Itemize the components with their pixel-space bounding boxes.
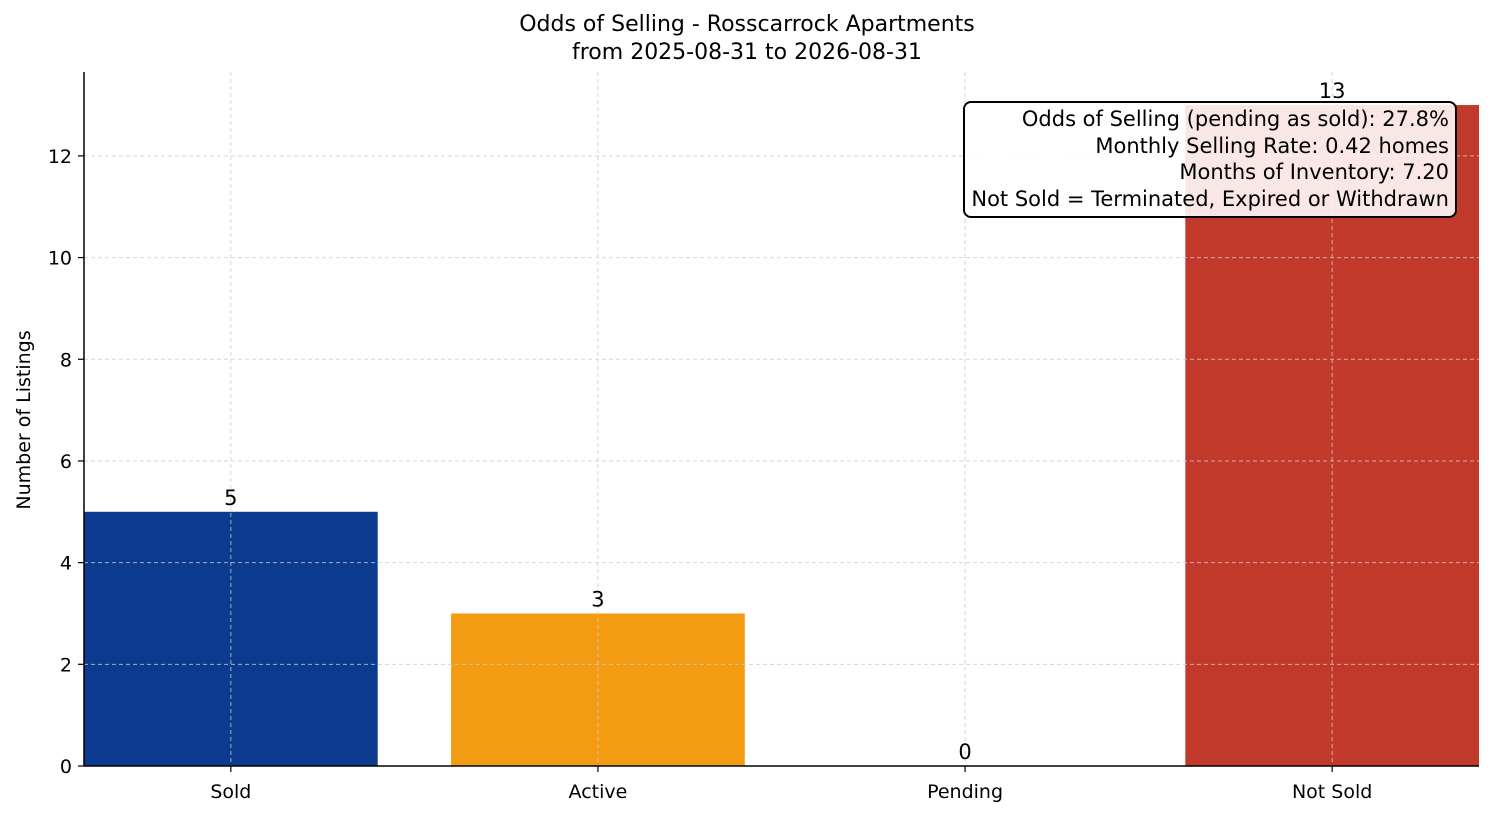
chart-title: Odds of Selling - Rosscarrock Apartments [519,12,975,37]
y-tick-label: 2 [60,654,72,676]
bar-value-label: 13 [1319,79,1346,103]
stats-annotation-box: Odds of Selling (pending as sold): 27.8%… [963,101,1457,218]
annotation-selling-rate: Monthly Selling Rate: 0.42 homes [1095,133,1449,158]
x-tick-label: Pending [927,781,1003,803]
y-tick-label: 0 [60,756,72,778]
bar-value-label: 0 [958,740,971,764]
x-tick-label: Sold [210,781,251,803]
annotation-months-inventory: Months of Inventory: 7.20 [1179,160,1449,184]
y-tick-label: 8 [60,349,72,371]
annotation-not-sold-note: Not Sold = Terminated, Expired or Withdr… [971,186,1449,211]
bar-value-label: 3 [591,587,604,611]
chart-subtitle: from 2025-08-31 to 2026-08-31 [572,40,922,65]
y-tick-label: 6 [60,451,72,473]
x-tick-label: Active [569,781,628,803]
y-tick-label: 4 [60,553,72,575]
bar-value-label: 5 [224,486,237,510]
annotation-odds: Odds of Selling (pending as sold): 27.8% [1021,107,1449,131]
x-tick-label: Not Sold [1292,781,1372,803]
y-tick-label: 12 [48,146,72,168]
y-axis-label: Number of Listings [13,330,35,510]
y-tick-label: 10 [48,248,72,270]
